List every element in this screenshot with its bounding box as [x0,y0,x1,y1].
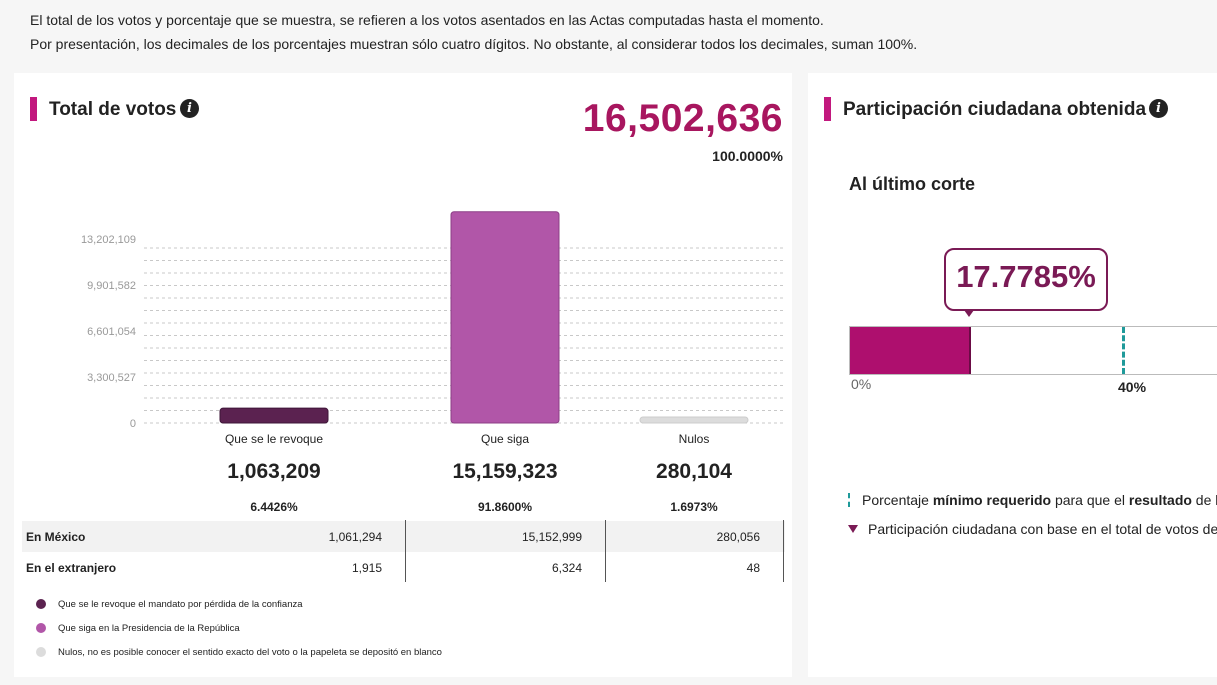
cell-value: 1,915 [351,561,382,575]
note-text: Porcentaje [862,492,933,508]
bar-siga[interactable] [450,211,560,424]
legend-swatch [36,599,46,609]
category-label-revoque: Que se le revoque [224,432,324,446]
legend-swatch [36,647,46,657]
threshold-note: Porcentaje mínimo requerido para que el … [848,492,1217,508]
cell-value: 48 [746,561,760,575]
participation-title: Participación ciudadana obtenida [843,99,1147,120]
category-pct-nulos: 1.6973% [670,500,718,514]
threshold-marker [1122,327,1125,374]
y-tick-label: 9,901,582 [87,280,136,292]
table-row: En el extranjero 1,915 6,324 48 [22,552,785,583]
participation-callout: 17.7785% [944,248,1108,311]
participation-value: 17.7785% [956,259,1096,294]
participation-progress-fill [850,327,971,374]
disclaimer-line-2: Por presentación, los decimales de los p… [30,36,918,52]
row-label: En el extranjero [26,561,117,575]
category-label-nulos: Nulos [678,432,710,446]
total-votes-value: 16,502,636 [582,97,783,140]
category-value-siga: 15,159,323 [452,460,558,483]
category-value-revoque: 1,063,209 [227,460,321,483]
cell-value: 6,324 [551,561,582,575]
cell-value: 15,152,999 [521,530,582,544]
note-text: para que el [1051,492,1129,508]
participation-progress-bar [849,326,1217,375]
note-text: de la [1195,492,1217,508]
disclaimer-notes: El total de los votos y porcentaje que s… [30,8,917,56]
y-tick-label: 6,601,054 [87,326,136,338]
callout-pointer [964,310,974,317]
row-label: En México [26,530,86,544]
bar-nulos[interactable] [639,416,749,424]
column-divider [605,520,606,582]
triangle-marker-icon [848,525,858,533]
participation-card: Participación ciudadana obtenida i Al úl… [808,73,1217,677]
y-tick-label: 3,300,527 [87,372,136,384]
total-votes-title: Total de votos [49,99,177,120]
legend-swatch [36,623,46,633]
y-tick-label: 13,202,109 [81,234,136,246]
table-row: En México 1,061,294 15,152,999 280,056 [22,521,785,552]
category-pct-siga: 91.8600% [477,500,533,514]
section-accent-bar [30,97,37,121]
note-bold: mínimo requerido [932,492,1052,508]
breakdown-table: En México 1,061,294 15,152,999 280,056 E… [22,521,785,583]
legend-text: Nulos, no es posible conocer el sentido … [58,647,442,658]
total-votes-percentage: 100.0000% [712,148,783,164]
disclaimer-line-1: El total de los votos y porcentaje que s… [30,12,824,28]
info-icon[interactable]: i [180,99,199,118]
category-value-nulos: 280,104 [656,460,732,483]
cell-value: 280,056 [716,530,760,544]
section-accent-bar [824,97,831,121]
legend-text: Que siga en la Presidencia de la Repúbli… [58,623,240,634]
progress-min-label: 0% [851,376,872,392]
y-tick-label: 0 [130,418,136,430]
column-divider [405,520,406,582]
dashed-line-icon [848,493,850,507]
participation-note: Participación ciudadana con base en el t… [848,521,1217,537]
note-bold: resultado [1128,492,1192,508]
category-label-siga: Que siga [480,432,530,446]
threshold-label: 40% [1118,379,1147,395]
votes-bar-chart: 0 3,300,527 6,601,054 9,901,582 13,202,109 [81,211,784,430]
category-pct-revoque: 6.4426% [250,500,298,514]
legend-text: Que se le revoque el mandato por pérdida… [58,599,303,610]
column-divider [783,520,784,582]
cell-value: 1,061,294 [328,530,382,544]
info-icon[interactable]: i [1149,99,1168,118]
note-text: Participación ciudadana con base en el t… [868,521,1217,537]
bar-revoque[interactable] [219,407,329,424]
participation-subtitle: Al último corte [849,174,976,194]
total-votes-card: Total de votos i 16,502,636 100.0000% 0 3… [14,73,792,677]
